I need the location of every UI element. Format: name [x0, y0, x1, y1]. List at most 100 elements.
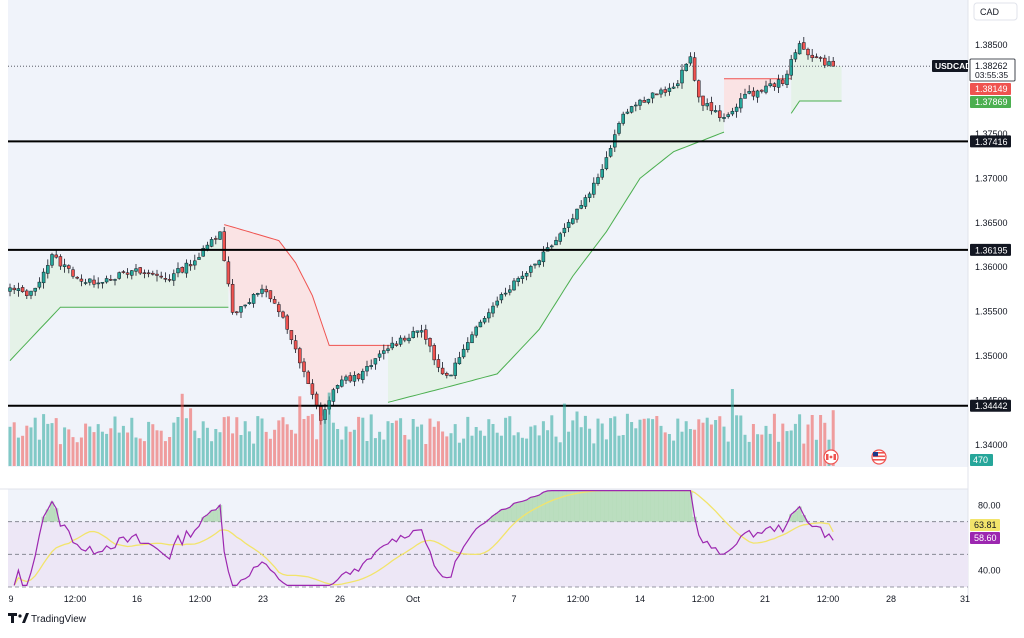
volume-bar-62	[268, 438, 272, 466]
volume-bar-194	[823, 422, 827, 466]
volume-bar-133	[567, 431, 571, 466]
volume-bar-143	[609, 418, 613, 466]
last-price-tag: 1.38262 03:55:35	[969, 58, 1016, 82]
volume-bar-163	[693, 429, 697, 466]
candle-body-175	[743, 93, 747, 99]
candle-body-41	[180, 267, 184, 273]
candle-body-115	[491, 305, 495, 314]
volume-bar-13	[63, 427, 67, 466]
candle-body-122	[520, 275, 525, 279]
candle-body-92	[394, 343, 399, 346]
candle-body-80	[344, 376, 348, 381]
volume-bar-149	[634, 428, 638, 466]
candle-body-44	[193, 260, 197, 266]
volume-bar-171	[726, 441, 730, 466]
horizontal-levels	[8, 140, 968, 407]
tradingview-logo-icon	[8, 613, 17, 623]
volume-bar-31	[138, 438, 142, 466]
candle-body-38	[167, 279, 172, 281]
volume-bar-23	[105, 433, 109, 466]
volume-bar-174	[739, 415, 743, 466]
candle-body-109	[466, 342, 470, 350]
volume-bar-104	[445, 436, 449, 466]
volume-tag: 470	[970, 454, 993, 466]
volume-bar-175	[743, 434, 747, 466]
volume-bar-84	[361, 417, 365, 466]
volume-bar-186	[789, 430, 793, 466]
volume-bar-177	[751, 424, 755, 466]
candle-body-77	[331, 389, 336, 402]
volume-bar-85	[365, 441, 369, 466]
candle-body-23	[104, 278, 109, 283]
candle-body-174	[739, 98, 743, 109]
volume-bar-130	[554, 436, 558, 466]
candle-body-16	[75, 276, 79, 279]
candle-body-193	[818, 57, 823, 59]
candle-body-153	[650, 92, 655, 99]
candle-body-146	[621, 113, 625, 124]
candle-body-98	[419, 330, 424, 333]
supertrend-fill-2	[388, 56, 724, 403]
volume-bar-56	[243, 421, 247, 466]
volume-bar-83	[357, 416, 361, 466]
candle-body-143	[608, 148, 613, 157]
volume-bar-160	[680, 431, 684, 466]
candle-body-11	[54, 254, 58, 258]
volume-bar-80	[344, 426, 348, 466]
volume-series	[8, 389, 835, 466]
volume-bar-161	[684, 421, 688, 466]
volume-bar-185	[785, 431, 789, 466]
candle-body-25	[113, 279, 117, 281]
volume-bar-1	[12, 422, 16, 466]
candle-body-162	[688, 56, 693, 64]
candle-body-194	[823, 57, 827, 66]
candle-body-30	[134, 268, 138, 272]
volume-bar-146	[621, 435, 625, 466]
lower-band-value: 1.37869	[975, 97, 1008, 107]
volume-bar-179	[760, 434, 764, 466]
candle-body-99	[424, 329, 428, 340]
volume-bar-99	[424, 444, 428, 466]
candle-body-124	[529, 266, 533, 273]
supertrend-line-4	[790, 100, 842, 114]
level-tag-bg-2	[970, 399, 1011, 412]
candle-body-105	[449, 374, 453, 377]
volume-bar-127	[541, 421, 545, 466]
candle-body-95	[407, 337, 411, 342]
us-flag-icon[interactable]	[871, 449, 887, 465]
volume-bar-135	[575, 411, 579, 466]
candle-body-2	[16, 288, 21, 291]
volume-bar-63	[273, 429, 277, 466]
candle-body-51	[222, 231, 226, 261]
rsi-ma-line	[13, 489, 834, 586]
candle-body-45	[197, 257, 201, 260]
volume-bar-134	[571, 420, 575, 466]
canada-flag-icon[interactable]	[823, 449, 839, 465]
candle-body-54	[235, 311, 239, 314]
symbol-label: USDCAD	[935, 61, 971, 71]
volume-bar-91	[390, 423, 394, 466]
candle-body-59	[256, 293, 260, 295]
candle-body-9	[46, 265, 50, 274]
candle-body-186	[789, 59, 793, 76]
volume-bar-159	[676, 418, 680, 466]
volume-bar-69	[298, 396, 302, 466]
candle-body-3	[20, 287, 25, 293]
level-tag-0: 1.37416	[970, 135, 1011, 148]
price-tick-0: 1.38500	[975, 40, 1008, 50]
time-tick-8: 12:00	[567, 594, 590, 604]
volume-bar-150	[638, 419, 642, 466]
volume-bar-92	[394, 420, 398, 466]
candle-body-187	[793, 52, 798, 60]
candle-body-134	[571, 218, 575, 224]
volume-bar-36	[159, 430, 163, 466]
candle-body-182	[772, 83, 777, 87]
currency-button[interactable]: CAD	[973, 2, 1018, 21]
candle-body-83	[356, 373, 361, 380]
time-axis[interactable]: 9 12:00 16 12:00 23 26 Oct 7 12:00 14 12:00 21 12:00…	[8, 594, 970, 604]
volume-bar-129	[550, 415, 554, 466]
volume-bar-191	[810, 415, 814, 466]
volume-bar-9	[46, 423, 50, 466]
